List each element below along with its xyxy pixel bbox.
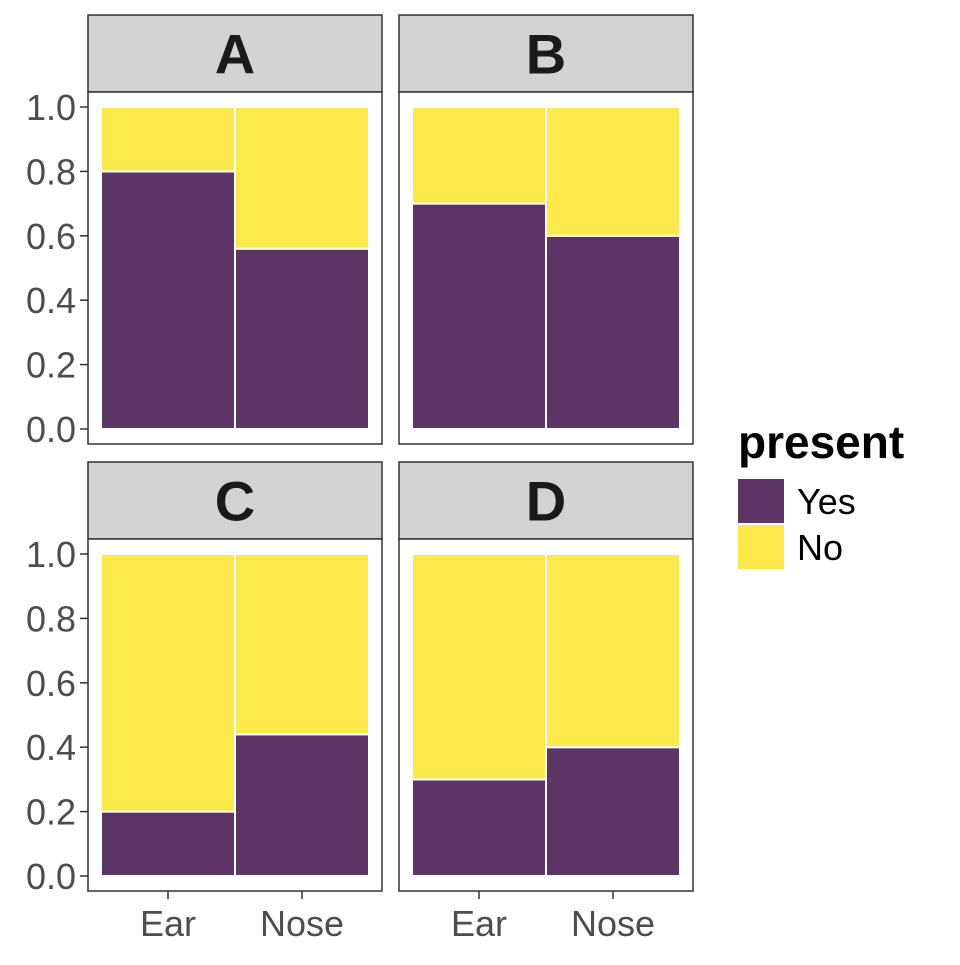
x-tick-label: Nose — [260, 903, 344, 944]
bar-c-ear-no — [100, 553, 236, 813]
x-tick-label: Ear — [140, 903, 196, 944]
y-tick-label: 0.0 — [26, 409, 76, 450]
legend-key-yes — [738, 479, 784, 523]
bar-d-nose-yes — [545, 746, 681, 878]
legend: present Yes No — [738, 416, 904, 569]
legend-title: present — [738, 416, 904, 468]
y-tick-label: 0.2 — [26, 345, 76, 386]
facet-strip — [398, 14, 694, 93]
y-tick-label: 0.8 — [26, 151, 76, 192]
bar-d-nose-no — [545, 553, 681, 749]
bar-a-ear-no — [100, 106, 236, 173]
y-tick-label: 1.0 — [26, 534, 76, 575]
facet-strip — [87, 461, 383, 540]
y-tick-label: 0.6 — [26, 216, 76, 257]
bar-c-nose-yes — [234, 733, 370, 877]
bar-b-ear-no — [411, 106, 547, 205]
bar-d-ear-no — [411, 553, 547, 781]
legend-label-no: No — [797, 527, 843, 568]
bar-a-nose-yes — [234, 247, 370, 430]
x-tick-label: Nose — [571, 903, 655, 944]
bar-c-nose-no — [234, 553, 370, 736]
facet-strip-label: B — [526, 23, 566, 86]
facet-strip — [398, 461, 694, 540]
bar-c-ear-yes — [100, 810, 236, 877]
facet-panel-c: C 0.0 0.2 0.4 0.6 0.8 1.0 Ear Nose — [26, 461, 383, 944]
facet-panel-a: A 0.0 0.2 0.4 0.6 0.8 1.0 — [26, 14, 383, 450]
legend-label-yes: Yes — [797, 481, 856, 522]
facet-strip — [87, 14, 383, 93]
bar-b-nose-yes — [545, 234, 681, 430]
y-tick-label: 0.8 — [26, 598, 76, 639]
x-tick-label: Ear — [451, 903, 507, 944]
bar-d-ear-yes — [411, 778, 547, 878]
y-tick-label: 0.6 — [26, 663, 76, 704]
facet-strip-label: D — [526, 470, 566, 533]
facet-panel-b: B — [398, 14, 694, 445]
y-tick-label: 0.4 — [26, 280, 76, 321]
facet-strip-label: C — [215, 470, 255, 533]
y-tick-label: 0.4 — [26, 727, 76, 768]
bar-b-ear-yes — [411, 202, 547, 430]
bar-a-nose-no — [234, 106, 370, 250]
bar-b-nose-no — [545, 106, 681, 237]
bar-a-ear-yes — [100, 170, 236, 430]
y-tick-label: 0.0 — [26, 856, 76, 897]
y-tick-label: 0.2 — [26, 792, 76, 833]
y-tick-label: 1.0 — [26, 87, 76, 128]
facet-panel-d: D Ear Nose — [398, 461, 694, 944]
legend-key-no — [738, 525, 784, 569]
facet-strip-label: A — [215, 23, 255, 86]
